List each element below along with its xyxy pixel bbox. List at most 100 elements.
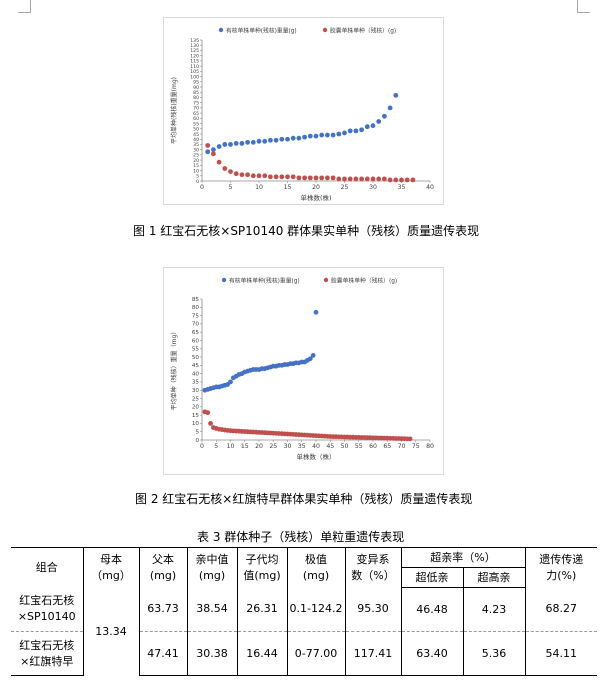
series-2-point [382,176,387,182]
series-1-point [296,135,302,141]
legend-label-1: 有核单株单种(残核)重量(g) [229,277,300,285]
row-2-exceed-high: 5.36 [462,631,526,676]
series-1-point [302,134,307,140]
series-2-point [268,174,273,180]
series-2-point [208,421,213,426]
series-1-point [347,128,353,134]
y-tick-label: 105 [190,69,199,75]
y-tick-label: 10 [192,421,200,427]
series-1-point [222,142,228,147]
x-tick-label: 80 [426,443,434,450]
x-tick-label: 65 [383,443,391,450]
series-1-point [313,309,319,315]
row-1-heritability: 68.27 [524,587,598,632]
y-tick-label: 15 [192,413,200,419]
series-2-point [285,174,290,180]
y-tick-label: 75 [193,100,199,106]
header-exceed-group: 超亲率（%） [400,547,526,568]
series-2-point [336,176,342,182]
figure-1-svg: 有核单株单种(残核)重量(g) 胶囊单株单种（残核）(g)051015202530… [170,27,434,203]
series-1-point [285,136,290,142]
y-tick-label: 90 [193,85,199,91]
x-tick-label: 5 [214,443,218,450]
series-2-point [296,175,302,181]
series-1-point [307,356,313,362]
y-tick-label: 110 [190,64,199,70]
y-tick-label: 75 [192,313,200,319]
y-tick-label: 35 [193,142,199,148]
y-tick-label: 85 [192,297,200,303]
y-tick-label: 125 [190,48,199,54]
series-2-point [205,410,211,416]
series-1-point [228,379,233,385]
series-2-point [407,436,413,442]
row-2-range: 0-77.00 [286,631,345,676]
figure-2-caption: 图 2 红宝石无核×红旗特早群体果实单种（残核）质量遗传表现 [135,492,473,506]
legend-label-2: 胶囊单株单种（残核）(g) [330,27,396,35]
row-2-offspring: 16.44 [236,631,287,676]
series-2-point [370,176,376,182]
x-tick-label: 20 [312,184,320,191]
x-tick-label: 70 [398,443,406,450]
series-1-point [376,119,382,124]
y-tick-label: 25 [193,153,199,159]
y-tick-label: 35 [192,380,200,386]
series-2-point [256,173,262,179]
page-corner-mark-left [18,0,31,13]
series-1-point [387,105,393,111]
y-tick-label: 80 [193,95,199,101]
x-tick-label: 30 [369,184,377,191]
y-tick-label: 30 [193,147,199,153]
series-2-point [342,176,347,182]
series-2-point [239,172,245,178]
figure-2-chart: 有核单株单种(残核)重量(g) 胶囊单株单种（残核）(g) 0 5 10 15 20 25 30… [163,267,444,475]
header-exceed-low: 超低亲 [400,567,463,588]
x-tick-label: 55 [355,443,363,450]
x-tick-label: 15 [241,443,249,450]
x-tick-label: 35 [398,184,406,191]
series-2-point [279,174,285,180]
row-2-exceed-low: 63.40 [400,631,463,676]
series-1-point [330,132,336,138]
header-father: 父本 (mg) [138,547,187,588]
y-tick-label: 15 [193,163,199,169]
series-1-point [233,141,239,146]
row-2-heritability: 54.11 [524,631,598,676]
y-tick-label: 5 [195,430,199,436]
series-1-point [325,132,330,138]
table-3-title: 表 3 群体种子（残核）单粒重遗传表现 [197,530,405,544]
x-tick-label: 5 [229,184,233,191]
x-tick-label: 0 [200,184,204,191]
header-cv: 变异系 数（%） [344,547,401,588]
series-2-point [228,169,233,175]
figure-1-caption: 图 1 红宝石无核×SP10140 群体果实单种（残核）质量遗传表现 [133,224,480,238]
series-1-point [268,137,273,143]
y-tick-label: 10 [193,168,199,174]
series-1-point [393,92,399,98]
x-tick-label: 20 [255,443,263,450]
row-1-exceed-low: 46.48 [400,587,463,632]
series-1-point [205,149,211,155]
series-1-point [382,113,387,119]
x-tick-label: 40 [312,443,320,450]
series-1-point [262,138,268,144]
x-tick-label: 35 [298,443,306,450]
y-tick-label: 55 [193,121,199,127]
y-tick-label: 85 [193,90,199,96]
series-2-point [262,173,268,179]
series-2-point [330,175,336,181]
x-tick-label: 25 [269,443,277,450]
series-2-point [273,174,279,180]
series-1-point [307,133,313,139]
series-2-point [205,143,211,148]
row-1-range: 0.1-124.2 [286,587,345,632]
y-axis-title: 平均单种（残核）重量（mg） [170,329,178,411]
series-2-point [410,177,416,183]
y-tick-label: 0 [195,438,199,444]
row-1-combo: 红宝石无核 ×SP10140 [11,587,83,632]
y-tick-label: 135 [190,38,199,44]
y-tick-label: 50 [193,127,199,133]
y-tick-label: 80 [192,305,200,311]
y-tick-label: 60 [192,338,200,344]
series-2-point [313,175,319,181]
